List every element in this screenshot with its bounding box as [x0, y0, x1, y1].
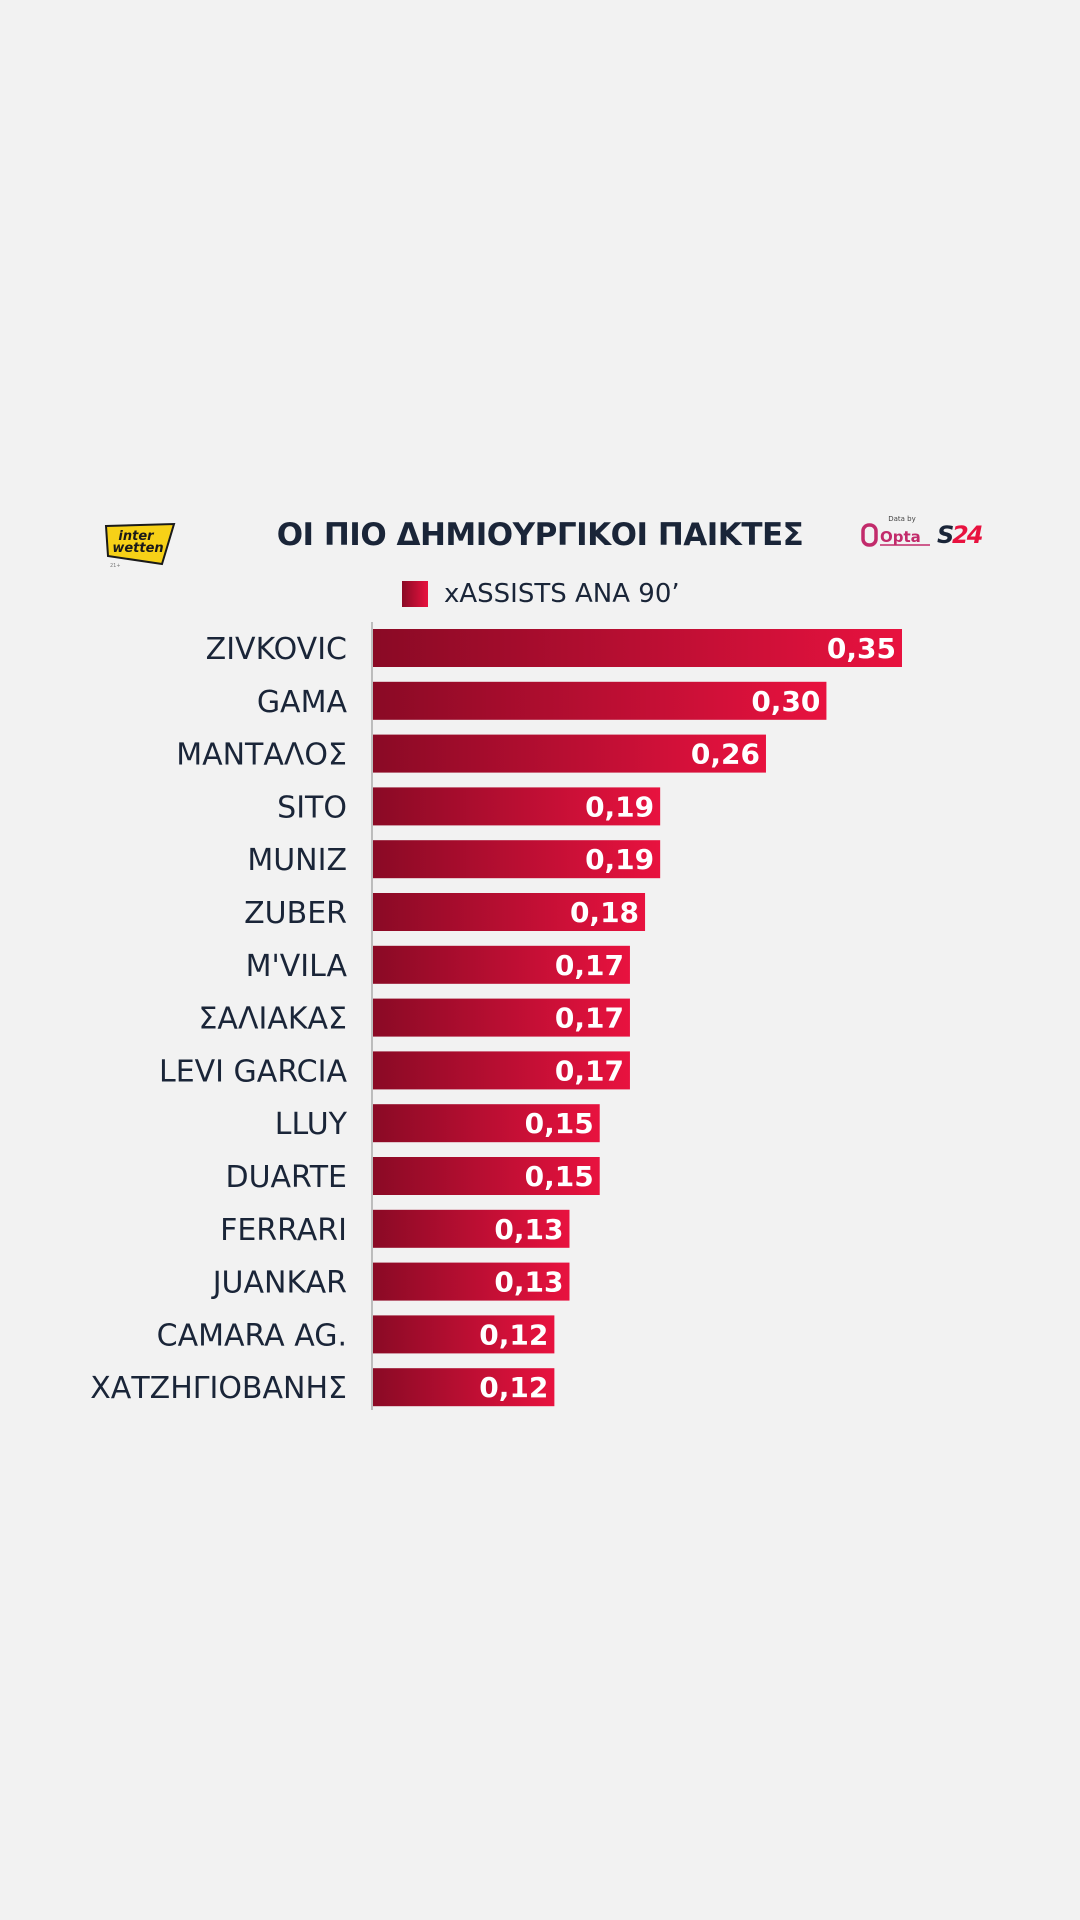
chart-title: ΟΙ ΠΙΟ ΔΗΜΙΟΥΡΓΙΚΟΙ ΠΑΙΚΤΕΣ: [276, 517, 804, 553]
category-label: CAMARA AG.: [157, 1318, 347, 1353]
value-label: 0,15: [525, 1160, 594, 1193]
svg-text:S: S: [937, 521, 953, 548]
bar: [373, 1157, 600, 1195]
category-label: SITO: [277, 790, 347, 825]
svg-text:21+: 21+: [110, 563, 121, 569]
bar: [373, 1315, 555, 1354]
bar: [373, 1104, 600, 1143]
legend: xASSISTS ΑΝΑ 90’: [402, 578, 680, 610]
category-label: M'VILA: [246, 949, 348, 984]
svg-text:Opta: Opta: [880, 528, 921, 546]
value-label: 0,17: [555, 1054, 624, 1087]
bar: [373, 1209, 570, 1248]
category-label: LEVI GARCIA: [159, 1054, 347, 1089]
value-label: 0,30: [751, 685, 820, 718]
value-label: 0,17: [555, 949, 624, 982]
category-label: DUARTE: [225, 1160, 347, 1195]
category-label: ΣΑΛΙΑΚΑΣ: [198, 1002, 347, 1037]
svg-text:Data by: Data by: [888, 515, 916, 523]
category-label: ZUBER: [244, 896, 347, 931]
value-label: 0,19: [585, 843, 654, 876]
bar: [373, 1368, 555, 1407]
category-label: LLUY: [275, 1107, 348, 1142]
opta-logo: Data by Opta: [861, 515, 930, 547]
value-label: 0,26: [691, 738, 760, 771]
svg-text:24: 24: [952, 521, 983, 548]
value-label: 0,13: [494, 1213, 563, 1246]
category-label: MUNIZ: [247, 843, 347, 878]
s24-logo: S 24: [937, 521, 985, 548]
category-label: ZIVKOVIC: [206, 632, 347, 667]
bar: [373, 1051, 630, 1090]
value-label: 0,18: [570, 896, 639, 929]
interwetten-logo: inter wetten 21+: [104, 522, 176, 569]
svg-text:inter: inter: [118, 529, 155, 544]
value-label: 0,13: [494, 1266, 563, 1299]
category-label: GAMA: [257, 685, 348, 720]
category-label: ΧΑΤΖΗΓΙΟΒΑΝΗΣ: [90, 1371, 347, 1406]
bar: [373, 998, 630, 1037]
category-label: JUANKAR: [211, 1266, 347, 1301]
bar: [373, 787, 661, 826]
bar: [373, 629, 902, 667]
bar: [373, 893, 646, 931]
legend-label: xASSISTS ΑΝΑ 90’: [444, 579, 680, 609]
value-label: 0,12: [479, 1318, 548, 1351]
legend-swatch: [402, 581, 428, 607]
svg-text:wetten: wetten: [112, 541, 163, 556]
value-label: 0,15: [525, 1107, 594, 1140]
value-label: 0,12: [479, 1371, 548, 1404]
bar: [373, 945, 630, 984]
bar: [373, 681, 827, 720]
category-label: ΜΑΝΤΑΛΟΣ: [176, 738, 347, 773]
bar: [373, 734, 766, 773]
bar: [373, 1262, 570, 1301]
value-label: 0,17: [555, 1002, 624, 1035]
value-label: 0,19: [585, 790, 654, 823]
category-label: FERRARI: [220, 1213, 347, 1248]
value-label: 0,35: [827, 632, 896, 665]
bar: [373, 840, 661, 879]
